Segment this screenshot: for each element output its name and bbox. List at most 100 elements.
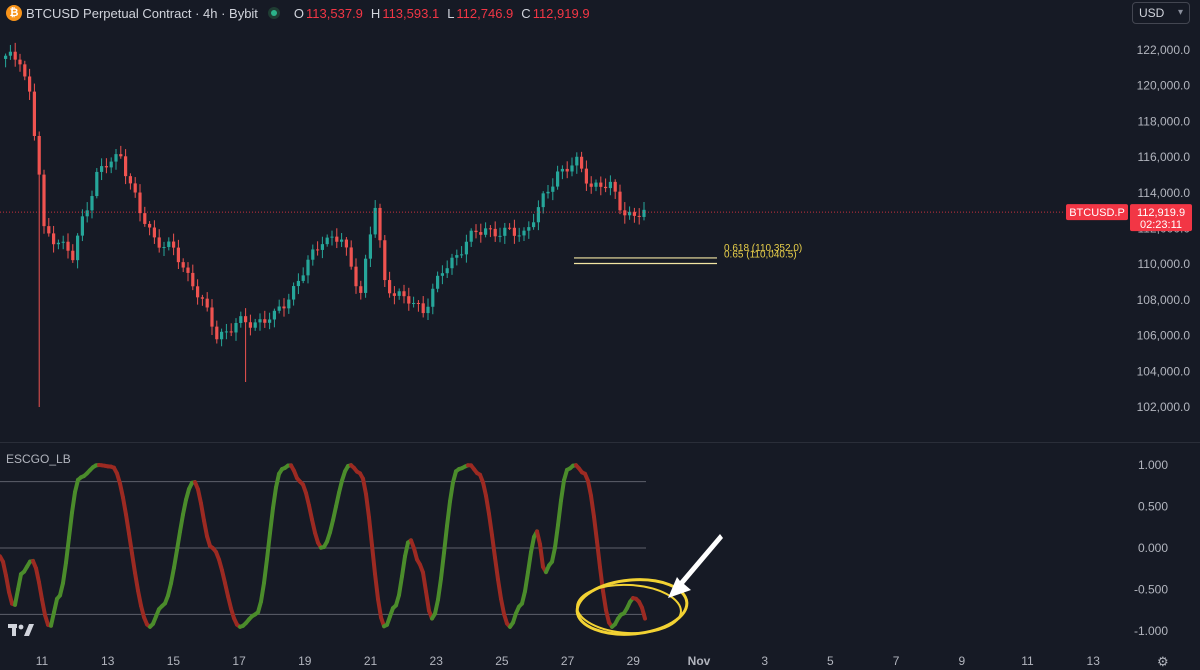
low-value: 112,746.9 xyxy=(456,5,514,21)
candle-body xyxy=(258,319,262,323)
oscillator-segment xyxy=(376,597,383,620)
candle-body xyxy=(176,247,180,263)
fibonacci-levels: 0.618 (110,352.0)0.65 (110,040.5) xyxy=(574,243,802,265)
candle-body xyxy=(440,273,444,276)
candle-body xyxy=(368,234,372,259)
oscillator-segment xyxy=(34,566,41,585)
candle-body xyxy=(220,331,224,340)
candle-body xyxy=(608,181,612,189)
time-tick-label: 29 xyxy=(627,654,641,668)
candle-body xyxy=(148,223,152,228)
candle-body xyxy=(378,207,382,241)
time-tick-label: Nov xyxy=(688,654,711,668)
candle-body xyxy=(248,322,252,328)
candle-body xyxy=(546,191,550,194)
candle-body xyxy=(277,306,281,311)
price-tick-label: 108,000.0 xyxy=(1137,293,1191,307)
oscillator-segment xyxy=(58,581,65,598)
candle-body xyxy=(344,239,348,248)
candle-body xyxy=(594,182,598,187)
candle-body xyxy=(224,331,228,333)
oscillator-segment xyxy=(1,559,8,578)
oscillator-segment xyxy=(310,517,317,535)
pane-divider[interactable] xyxy=(0,442,1200,443)
time-tick-label: 19 xyxy=(298,654,312,668)
candle-body xyxy=(138,192,142,214)
oscillator-segment xyxy=(121,495,128,517)
candle-body xyxy=(215,326,219,340)
candle-body xyxy=(282,306,286,309)
oscillator-segment xyxy=(124,512,131,536)
candle-body xyxy=(191,272,195,287)
candle-body xyxy=(556,171,560,187)
oscillator-segment xyxy=(196,487,203,506)
candle-body xyxy=(628,211,632,216)
gear-icon[interactable]: ⚙ xyxy=(1157,654,1169,669)
time-tick-label: 23 xyxy=(430,654,444,668)
candle-body xyxy=(632,211,636,216)
candle-body xyxy=(498,235,502,237)
bitcoin-icon: ₿ xyxy=(6,5,22,21)
oscillator-segment xyxy=(490,533,497,560)
candle-body xyxy=(354,266,358,287)
low-label: L xyxy=(447,5,455,21)
price-tick-label: 106,000.0 xyxy=(1137,329,1191,343)
candle-body xyxy=(109,161,113,168)
candle-body xyxy=(167,241,171,248)
candle-body xyxy=(484,228,488,235)
oscillator-segment xyxy=(529,534,536,555)
oscillator-segment xyxy=(424,589,431,613)
candle-body xyxy=(623,210,627,216)
oscillator-segment xyxy=(271,485,278,511)
candle-body xyxy=(479,232,483,235)
candle-body xyxy=(551,186,555,192)
candle-body xyxy=(493,228,497,237)
candle-body xyxy=(296,280,300,287)
oscillator-segment xyxy=(265,531,272,562)
oscillator-segment xyxy=(520,589,527,606)
candle-body xyxy=(589,183,593,187)
candle-body xyxy=(575,156,579,166)
high-value: 113,593.1 xyxy=(382,5,440,21)
candlestick-series xyxy=(4,42,646,407)
oscillator-segment xyxy=(61,560,68,586)
candle-body xyxy=(181,262,185,268)
oscillator-tick-label: 1.000 xyxy=(1138,458,1168,472)
oscillator-segment xyxy=(118,481,125,500)
candle-body xyxy=(392,293,396,296)
candle-body xyxy=(311,249,315,260)
candle-body xyxy=(301,275,305,281)
candle-body xyxy=(66,241,70,251)
price-tick-label: 110,000.0 xyxy=(1138,257,1191,271)
oscillator-segment xyxy=(328,518,335,535)
time-axis: 11 13 15 17 19 21 23 25 27 29 Nov 3 5 7 9 11 13 xyxy=(36,654,1100,668)
oscillator-segment xyxy=(166,581,173,598)
currency-select[interactable]: USD ▾ xyxy=(1132,2,1190,24)
oscillator-segment xyxy=(487,511,494,538)
indicator-name[interactable]: ESCGO_LB xyxy=(6,452,71,466)
candle-body xyxy=(474,230,478,233)
candle-body xyxy=(560,168,564,172)
candle-body xyxy=(287,299,291,309)
candle-body xyxy=(431,288,435,307)
candle-body xyxy=(143,213,147,224)
oscillator-segment xyxy=(445,499,452,528)
oscillator-segment xyxy=(337,478,344,495)
oscillator-segment xyxy=(334,490,341,509)
candle-body xyxy=(80,216,84,236)
tradingview-logo[interactable] xyxy=(8,620,38,638)
oscillator-segment xyxy=(13,587,20,607)
oscillator-segment xyxy=(199,501,206,523)
candle-body xyxy=(133,183,137,193)
candle-body xyxy=(450,257,454,269)
price-tick-label: 120,000.0 xyxy=(1137,79,1191,93)
candle-body xyxy=(263,319,267,323)
symbol-title[interactable]: BTCUSD Perpetual Contract · 4h · Bybit xyxy=(26,5,258,21)
oscillator-segment xyxy=(553,523,560,550)
candle-body xyxy=(642,209,646,217)
symbol-badge-label: BTCUSD.P xyxy=(1069,207,1125,219)
candle-body xyxy=(426,306,430,314)
oscillator-segment xyxy=(481,480,488,498)
fib-level-label: 0.65 (110,040.5) xyxy=(724,249,797,260)
